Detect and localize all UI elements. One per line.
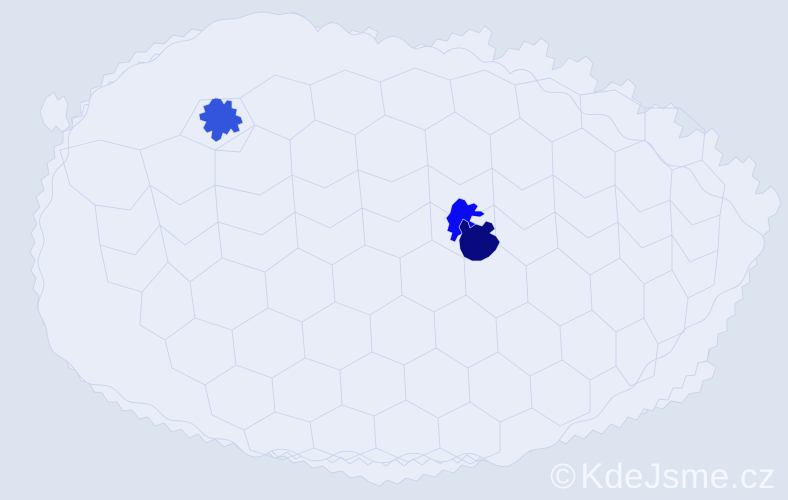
western-salient-group <box>39 91 71 133</box>
district-border-lines <box>59 67 726 465</box>
copyright-icon: © <box>550 457 577 496</box>
district-boundaries-group <box>59 67 726 465</box>
highlight-rakovnik-group[interactable] <box>198 97 244 143</box>
watermark-text: KdeJsme.cz <box>580 457 776 496</box>
cheb-salient <box>39 91 71 133</box>
highlight-svitavy-group[interactable] <box>458 218 501 262</box>
highlight-district-rakovnik[interactable] <box>198 97 244 143</box>
watermark: © KdeJsme.cz <box>550 459 776 494</box>
highlight-district-svitavy[interactable] <box>458 218 501 262</box>
